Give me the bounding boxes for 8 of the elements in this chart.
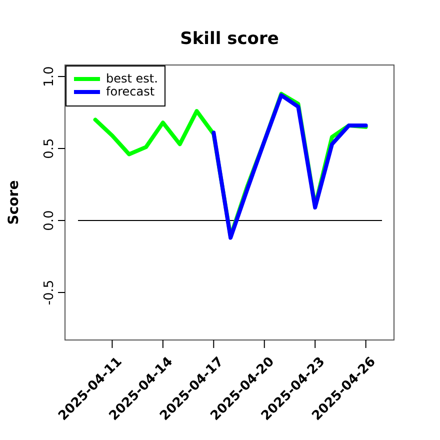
y-tick-label: 0.5 [42, 138, 57, 159]
y-axis-title: Score [6, 180, 22, 225]
legend-label: best est. [106, 71, 158, 86]
y-tick-label: 1.0 [42, 66, 57, 87]
y-tick-label: -0.5 [42, 280, 57, 306]
legend-label: forecast [106, 84, 155, 98]
chart-title: Skill score [180, 29, 279, 49]
y-tick-label: 0.0 [42, 210, 57, 231]
